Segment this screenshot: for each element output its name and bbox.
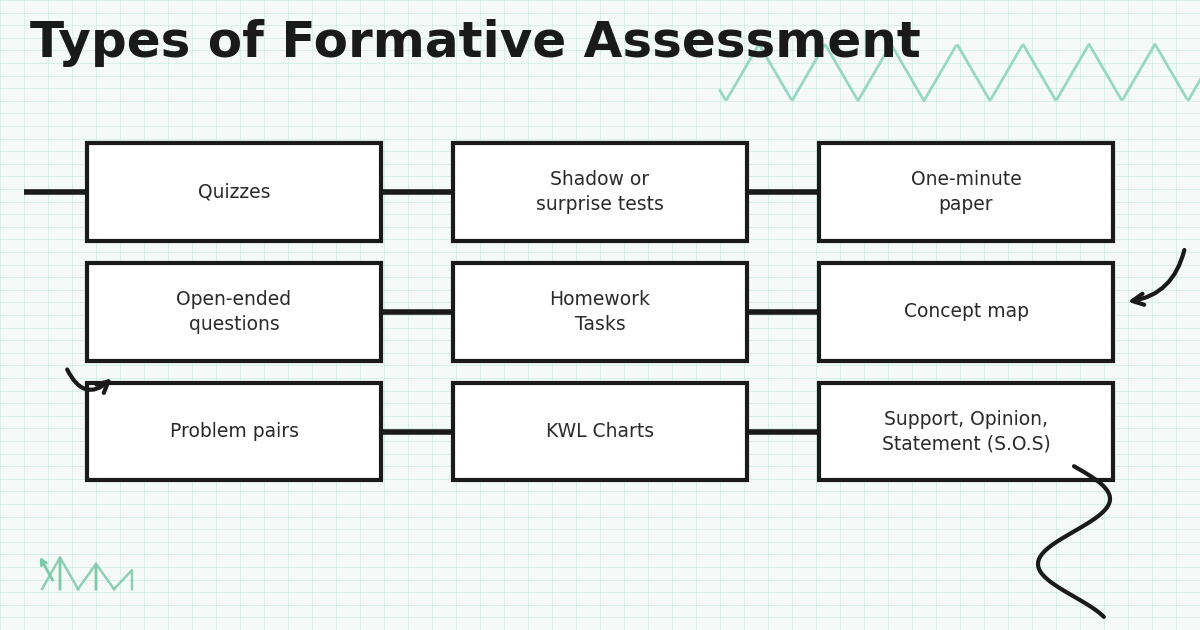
Text: Support, Opinion,
Statement (S.O.S): Support, Opinion, Statement (S.O.S) <box>882 410 1050 454</box>
Text: Concept map: Concept map <box>904 302 1028 321</box>
Text: KWL Charts: KWL Charts <box>546 422 654 441</box>
FancyBboxPatch shape <box>820 263 1114 360</box>
FancyBboxPatch shape <box>454 383 748 480</box>
FancyBboxPatch shape <box>454 144 748 241</box>
Text: Quizzes: Quizzes <box>198 183 270 202</box>
Text: Open-ended
questions: Open-ended questions <box>176 290 292 334</box>
FancyBboxPatch shape <box>88 263 382 360</box>
Text: Shadow or
surprise tests: Shadow or surprise tests <box>536 170 664 214</box>
Text: Homework
Tasks: Homework Tasks <box>550 290 650 334</box>
FancyBboxPatch shape <box>88 383 382 480</box>
FancyBboxPatch shape <box>454 263 748 360</box>
Text: One-minute
paper: One-minute paper <box>911 170 1021 214</box>
FancyBboxPatch shape <box>820 383 1114 480</box>
FancyBboxPatch shape <box>820 144 1114 241</box>
Text: Types of Formative Assessment: Types of Formative Assessment <box>30 19 920 67</box>
FancyBboxPatch shape <box>88 144 382 241</box>
Text: Problem pairs: Problem pairs <box>169 422 299 441</box>
